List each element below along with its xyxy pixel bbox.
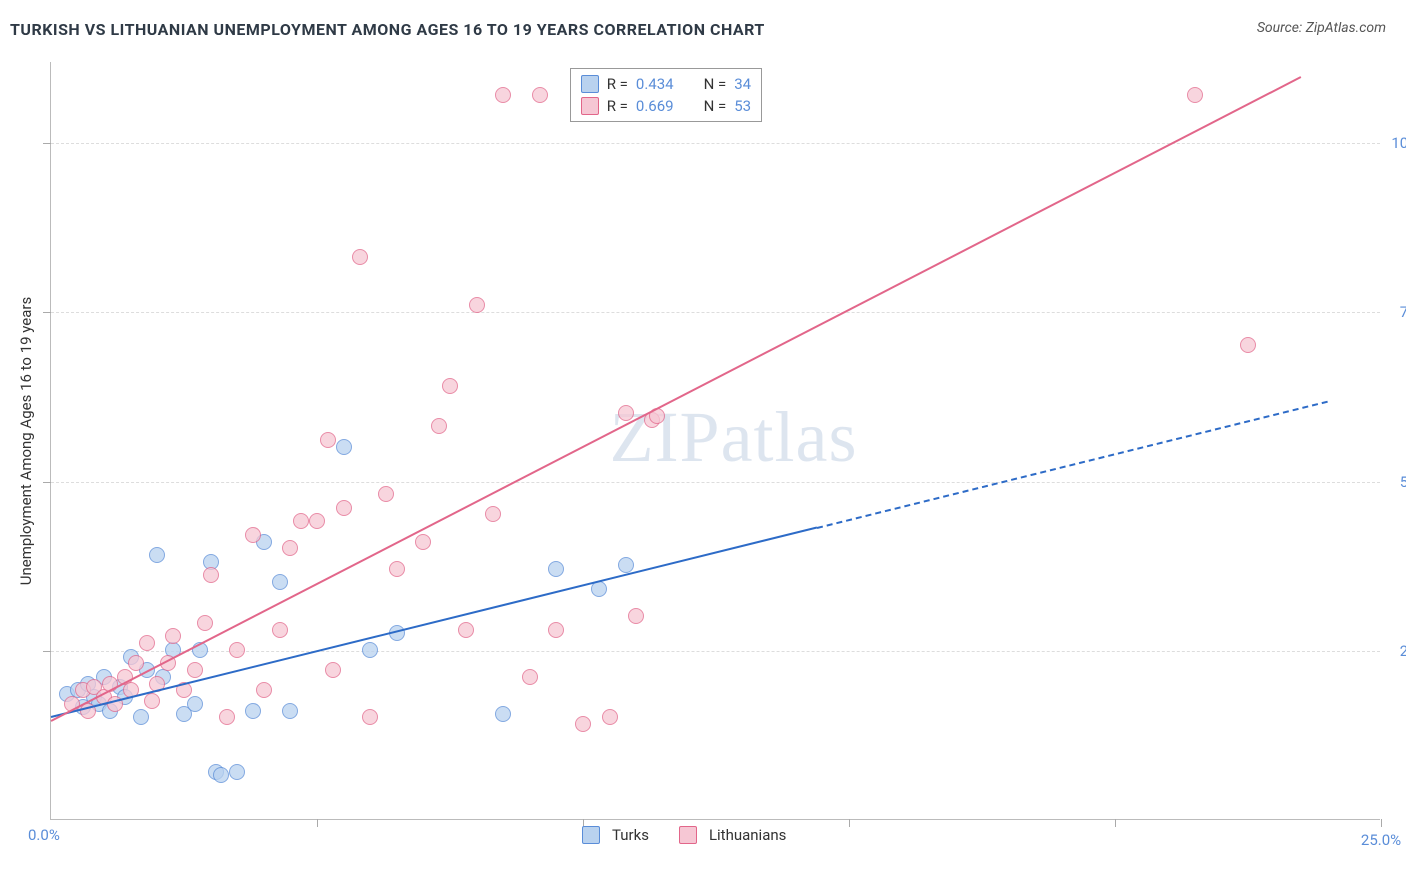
legend-swatch bbox=[582, 826, 600, 844]
legend-series-label: Lithuanians bbox=[709, 826, 786, 844]
data-point bbox=[139, 635, 155, 651]
x-axis-origin-label: 0.0% bbox=[28, 826, 60, 844]
data-point bbox=[495, 706, 511, 722]
watermark: ZIPatlas bbox=[610, 396, 858, 479]
data-point bbox=[469, 297, 485, 313]
data-point bbox=[362, 709, 378, 725]
data-point bbox=[415, 534, 431, 550]
data-point bbox=[245, 703, 261, 719]
n-value: 34 bbox=[734, 75, 751, 93]
x-tick bbox=[317, 819, 318, 827]
data-point bbox=[293, 513, 309, 529]
n-label: N = bbox=[704, 75, 727, 93]
gridline-h bbox=[51, 482, 1380, 483]
data-point bbox=[431, 418, 447, 434]
data-point bbox=[389, 561, 405, 577]
data-point bbox=[187, 662, 203, 678]
data-point bbox=[272, 622, 288, 638]
trend-line bbox=[817, 401, 1328, 529]
data-point bbox=[336, 439, 352, 455]
data-point bbox=[245, 527, 261, 543]
data-point bbox=[149, 547, 165, 563]
r-value: 0.669 bbox=[636, 97, 674, 115]
n-value: 53 bbox=[734, 97, 751, 115]
data-point bbox=[133, 709, 149, 725]
data-point bbox=[485, 506, 501, 522]
data-point bbox=[522, 669, 538, 685]
legend-correlation-row: R = 0.669 N = 53 bbox=[581, 95, 751, 117]
data-point bbox=[229, 764, 245, 780]
legend-bottom: Turks Lithuanians bbox=[582, 826, 804, 844]
data-point bbox=[362, 642, 378, 658]
data-point bbox=[165, 628, 181, 644]
x-tick bbox=[1115, 819, 1116, 827]
x-tick bbox=[849, 819, 850, 827]
gridline-h bbox=[51, 651, 1380, 652]
y-tick-label: 75.0% bbox=[1400, 303, 1406, 321]
data-point bbox=[548, 561, 564, 577]
data-point bbox=[532, 87, 548, 103]
data-point bbox=[187, 696, 203, 712]
data-point bbox=[128, 655, 144, 671]
data-point bbox=[203, 567, 219, 583]
data-point bbox=[618, 557, 634, 573]
data-point bbox=[378, 486, 394, 502]
data-point bbox=[548, 622, 564, 638]
data-point bbox=[272, 574, 288, 590]
chart-container: TURKISH VS LITHUANIAN UNEMPLOYMENT AMONG… bbox=[0, 0, 1406, 892]
data-point bbox=[602, 709, 618, 725]
n-label: N = bbox=[704, 97, 727, 115]
data-point bbox=[618, 405, 634, 421]
data-point bbox=[282, 540, 298, 556]
data-point bbox=[256, 682, 272, 698]
legend-swatch bbox=[581, 97, 599, 115]
x-tick-label: 25.0% bbox=[1361, 831, 1401, 849]
y-tick bbox=[43, 312, 51, 313]
data-point bbox=[1187, 87, 1203, 103]
gridline-h bbox=[51, 143, 1380, 144]
r-value: 0.434 bbox=[636, 75, 674, 93]
data-point bbox=[442, 378, 458, 394]
data-point bbox=[213, 767, 229, 783]
y-tick-label: 25.0% bbox=[1400, 642, 1406, 660]
data-point bbox=[309, 513, 325, 529]
trend-line bbox=[51, 527, 818, 718]
data-point bbox=[325, 662, 341, 678]
trend-line bbox=[51, 76, 1302, 722]
legend-swatch bbox=[581, 75, 599, 93]
data-point bbox=[336, 500, 352, 516]
plot-area: Unemployment Among Ages 16 to 19 years Z… bbox=[50, 62, 1380, 820]
data-point bbox=[1240, 337, 1256, 353]
data-point bbox=[352, 249, 368, 265]
x-tick bbox=[1381, 819, 1382, 827]
y-tick-label: 100.0% bbox=[1391, 134, 1406, 152]
y-axis-label: Unemployment Among Ages 16 to 19 years bbox=[17, 296, 35, 584]
data-point bbox=[197, 615, 213, 631]
legend-swatch bbox=[679, 826, 697, 844]
legend-correlation-row: R = 0.434 N = 34 bbox=[581, 73, 751, 95]
source-prefix: Source: bbox=[1257, 20, 1306, 36]
gridline-h bbox=[51, 312, 1380, 313]
data-point bbox=[628, 608, 644, 624]
r-label: R = bbox=[607, 97, 628, 115]
source-name: ZipAtlas.com bbox=[1306, 20, 1386, 36]
data-point bbox=[575, 716, 591, 732]
chart-source: Source: ZipAtlas.com bbox=[1257, 20, 1386, 36]
y-tick bbox=[43, 482, 51, 483]
y-tick-label: 50.0% bbox=[1400, 473, 1406, 491]
y-tick bbox=[43, 651, 51, 652]
data-point bbox=[144, 693, 160, 709]
data-point bbox=[229, 642, 245, 658]
legend-correlation: R = 0.434 N = 34 R = 0.669 N = 53 bbox=[570, 68, 762, 122]
r-label: R = bbox=[607, 75, 628, 93]
data-point bbox=[458, 622, 474, 638]
data-point bbox=[495, 87, 511, 103]
data-point bbox=[282, 703, 298, 719]
data-point bbox=[219, 709, 235, 725]
data-point bbox=[320, 432, 336, 448]
legend-series-label: Turks bbox=[612, 826, 649, 844]
chart-title: TURKISH VS LITHUANIAN UNEMPLOYMENT AMONG… bbox=[10, 20, 765, 39]
y-tick bbox=[43, 143, 51, 144]
